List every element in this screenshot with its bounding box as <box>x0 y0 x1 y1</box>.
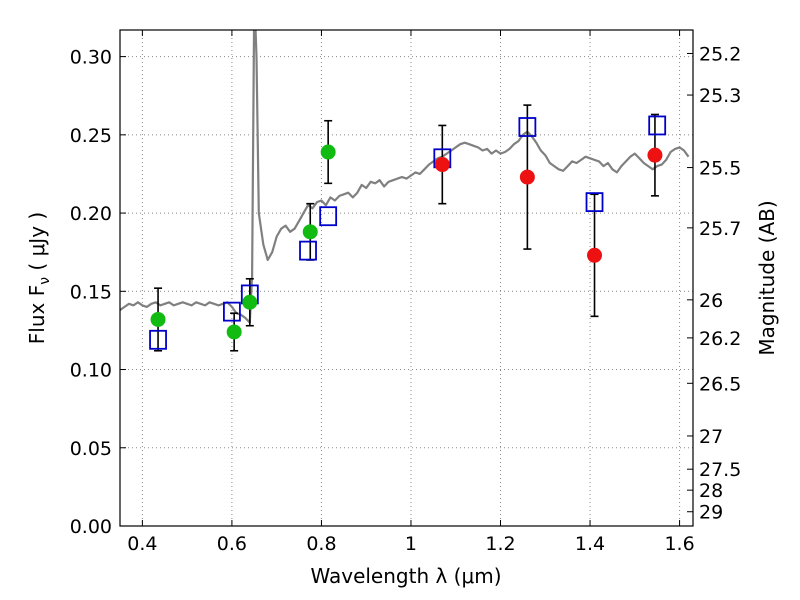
model-square <box>223 301 241 322</box>
axis-ticks: 0.4 0.6 0.8 1 1.2 1.4 1.6 0.00 0.05 0.10 0.15 0.20 0… <box>70 30 741 555</box>
y2-tick-label: 26.2 <box>699 328 741 350</box>
data-point-nir <box>647 147 663 163</box>
x-tick-label: 1.6 <box>664 533 694 555</box>
x-tick-label: 1.4 <box>575 533 605 555</box>
data-point-nir <box>434 157 450 173</box>
data-point-nir <box>587 247 603 263</box>
y-tick-label: 0.10 <box>70 360 112 382</box>
grid <box>120 30 693 527</box>
y2-tick-label: 28 <box>699 480 723 502</box>
y2-tick-label: 25.2 <box>699 43 741 65</box>
y-tick-label: 0.20 <box>70 203 112 225</box>
y2-tick-label: 25.7 <box>699 218 741 240</box>
y2-axis-label: Magnitude (AB) <box>755 200 779 355</box>
plot-area <box>120 30 690 352</box>
x-axis-label: Wavelength λ (μm) <box>310 564 501 588</box>
x-tick-label: 0.8 <box>306 533 336 555</box>
y2-tick-label: 27 <box>699 426 723 448</box>
y2-tick-label: 25.3 <box>699 85 741 107</box>
model-square <box>648 115 667 136</box>
x-tick-label: 1.2 <box>485 533 515 555</box>
model-square <box>585 192 604 213</box>
y2-tick-label: 29 <box>699 502 723 524</box>
model-layer <box>149 115 667 350</box>
point-layer <box>150 144 663 340</box>
y-tick-label: 0.30 <box>70 47 112 69</box>
spectrum-line <box>120 30 690 324</box>
data-point-optical <box>302 224 318 240</box>
y-tick-label: 0.25 <box>70 125 112 147</box>
data-point-optical <box>242 294 258 310</box>
x-tick-label: 0.4 <box>127 533 157 555</box>
data-point-nir <box>519 169 535 185</box>
x-tick-label: 1 <box>405 533 417 555</box>
y-axis-label: Flux Fν ( μJy ) <box>25 212 53 344</box>
errorbar-layer <box>154 104 659 352</box>
y2-tick-label: 25.5 <box>699 158 741 180</box>
y-axis-label-unit: ( μJy ) <box>25 212 49 277</box>
y-tick-label: 0.00 <box>70 516 112 538</box>
x-tick-label: 0.6 <box>217 533 247 555</box>
y-axis-label-main: Flux F <box>25 285 49 344</box>
y-axis-label-sub: ν <box>37 277 53 285</box>
model-square <box>149 329 167 350</box>
model-square <box>319 206 338 227</box>
y-tick-label: 0.15 <box>70 281 112 303</box>
model-square <box>299 240 317 261</box>
data-point-optical <box>226 324 242 340</box>
data-point-optical <box>320 144 336 160</box>
y2-tick-label: 26 <box>699 290 723 312</box>
plot-frame <box>119 29 694 527</box>
y2-tick-label: 26.5 <box>699 373 741 395</box>
data-point-optical <box>150 311 166 327</box>
spectrum-layer <box>120 30 690 324</box>
model-square <box>518 117 537 137</box>
y-tick-label: 0.05 <box>70 438 112 460</box>
y2-tick-label: 27.5 <box>699 459 741 481</box>
